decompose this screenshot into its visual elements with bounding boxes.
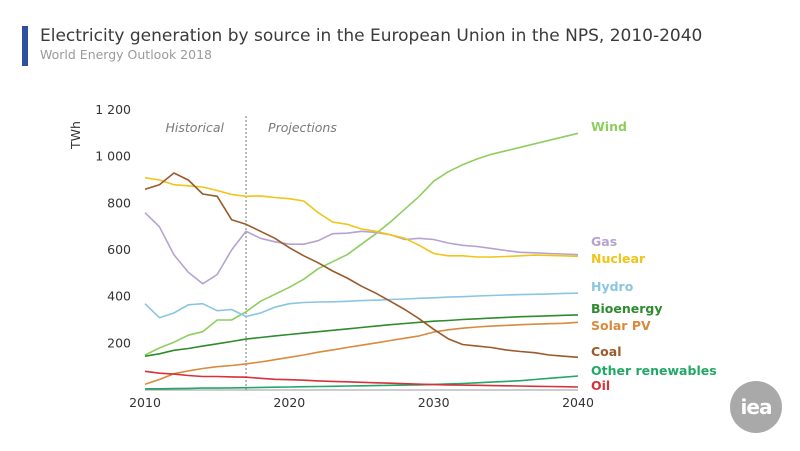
- series-label-hydro: Hydro: [591, 279, 634, 294]
- series-line-coal: [144, 172, 579, 359]
- series-label-other-renewables: Other renewables: [591, 363, 717, 378]
- series-label-coal: Coal: [591, 344, 621, 359]
- series-label-nuclear: Nuclear: [591, 251, 646, 266]
- series-layer: [144, 132, 579, 390]
- series-label-oil: Oil: [591, 378, 610, 393]
- y-tick-label: 1 200: [95, 102, 131, 117]
- y-tick-label: 1 000: [95, 149, 131, 164]
- chart-title: Electricity generation by source in the …: [40, 26, 703, 46]
- title-accent-bar: [22, 26, 28, 66]
- series-line-solar-pv: [144, 321, 579, 385]
- region-label-projections: Projections: [268, 120, 337, 135]
- chart-subtitle: World Energy Outlook 2018: [40, 47, 212, 62]
- series-line-oil: [144, 370, 579, 388]
- series-label-solar-pv: Solar PV: [591, 318, 651, 333]
- series-line-bioenergy: [144, 314, 579, 357]
- series-line-wind: [144, 132, 579, 356]
- y-tick-label: 600: [107, 242, 131, 257]
- series-line-other-renewables: [145, 375, 579, 390]
- x-tick-label: 2040: [562, 395, 594, 410]
- x-tick-label: 2010: [129, 395, 161, 410]
- region-label-historical: Historical: [165, 120, 224, 135]
- x-tick-label: 2020: [273, 395, 305, 410]
- x-tick-label: 2030: [418, 395, 450, 410]
- series-label-bioenergy: Bioenergy: [591, 301, 663, 316]
- y-tick-label: 400: [107, 289, 131, 304]
- series-line-nuclear: [144, 176, 579, 258]
- iea-logo: iea: [730, 381, 782, 433]
- y-tick-label: 200: [107, 335, 131, 350]
- series-line-gas: [144, 212, 579, 285]
- series-label-gas: Gas: [591, 234, 617, 249]
- series-label-wind: Wind: [591, 119, 627, 134]
- series-labels: Wind Gas Nuclear Hydro Bioenergy Solar PV Coal…: [591, 119, 717, 393]
- series-line-hydro: [144, 292, 579, 319]
- axes: 200 400 600 800 1 000 1 200 2010 2020 2030 2040 TW…: [68, 102, 594, 410]
- y-axis-label: TWh: [68, 121, 83, 150]
- y-tick-label: 800: [107, 195, 131, 210]
